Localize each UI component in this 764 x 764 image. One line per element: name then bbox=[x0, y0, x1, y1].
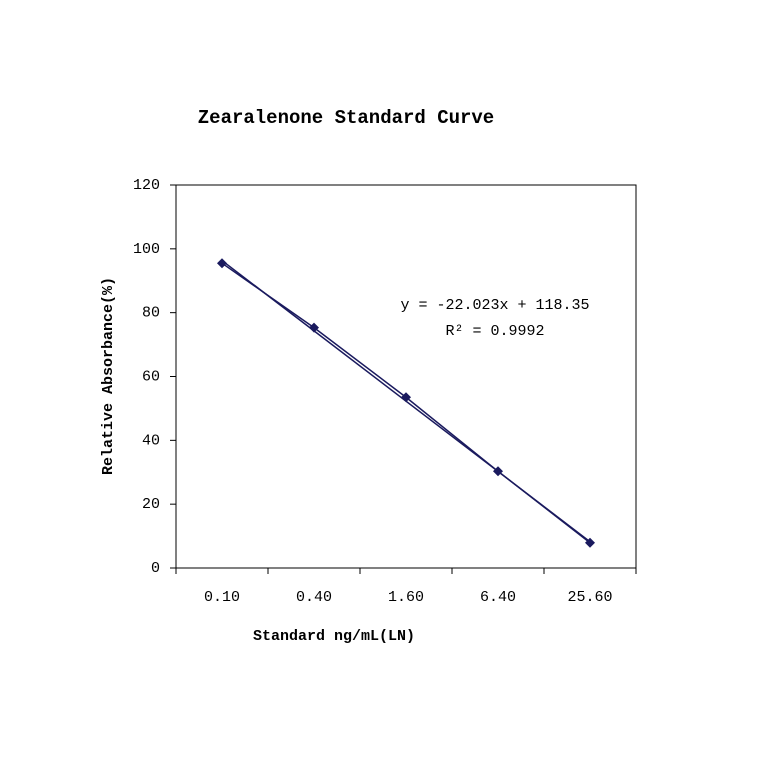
y-tick-label: 60 bbox=[142, 368, 160, 385]
x-tick-label: 1.60 bbox=[388, 589, 424, 606]
x-tick-label: 6.40 bbox=[480, 589, 516, 606]
y-tick-label: 100 bbox=[133, 241, 160, 258]
x-tick-label: 0.40 bbox=[296, 589, 332, 606]
y-tick-label: 80 bbox=[142, 305, 160, 322]
x-tick-label: 0.10 bbox=[204, 589, 240, 606]
data-point bbox=[217, 258, 227, 269]
y-tick-label: 120 bbox=[133, 177, 160, 194]
x-tick-label: 25.60 bbox=[567, 589, 612, 606]
x-axis-label: Standard ng/mL(LN) bbox=[253, 628, 415, 645]
data-point bbox=[493, 466, 503, 477]
y-tick-label: 0 bbox=[151, 560, 160, 577]
chart-title: Zearalenone Standard Curve bbox=[198, 107, 494, 129]
y-axis-label: Relative Absorbance(%) bbox=[100, 277, 117, 475]
data-point bbox=[309, 322, 319, 333]
data-point bbox=[401, 392, 411, 403]
data-point bbox=[585, 537, 595, 548]
y-tick-label: 40 bbox=[142, 432, 160, 449]
equation-annotation: y = -22.023x + 118.35 bbox=[400, 297, 589, 314]
r-squared-annotation: R² = 0.9992 bbox=[445, 323, 544, 340]
y-tick-label: 20 bbox=[142, 496, 160, 513]
